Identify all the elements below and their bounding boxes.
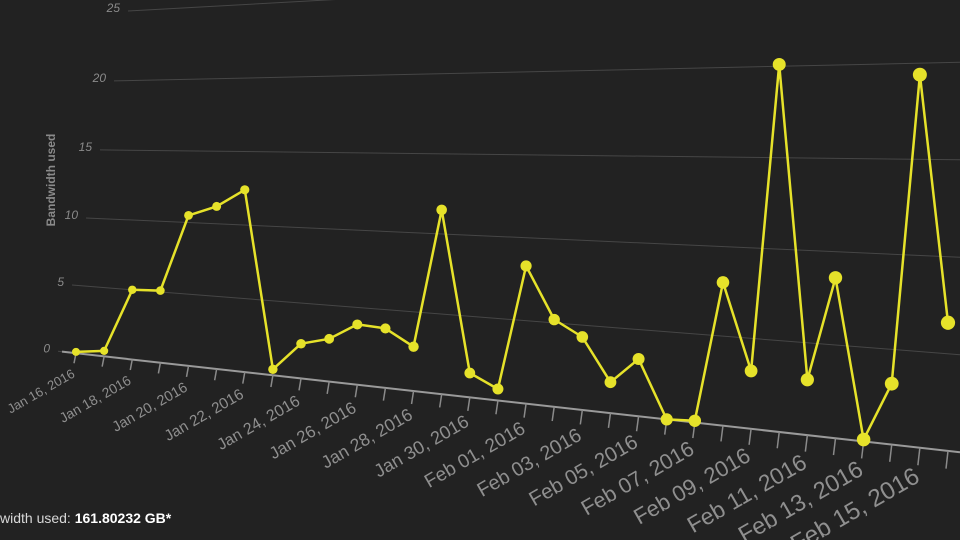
x-tick <box>157 362 162 374</box>
x-tick <box>467 397 471 411</box>
grid-line <box>113 61 960 82</box>
x-tick <box>410 390 415 405</box>
data-point <box>184 210 193 220</box>
data-point <box>884 376 899 391</box>
x-tick <box>888 444 893 462</box>
plot <box>72 57 956 447</box>
data-point <box>212 201 222 211</box>
data-point <box>296 338 306 349</box>
grid-line <box>127 0 336 12</box>
x-tick <box>270 375 274 388</box>
data-point <box>688 414 702 427</box>
x-tick <box>298 378 302 391</box>
data-point <box>324 333 335 344</box>
y-tick-label: 20 <box>92 71 107 85</box>
x-tick <box>720 425 724 442</box>
x-tick <box>523 403 527 418</box>
y-tick-label: 10 <box>65 208 79 222</box>
data-point <box>100 346 109 355</box>
x-tick <box>945 450 949 469</box>
data-point <box>408 341 419 352</box>
series-line <box>75 63 950 441</box>
x-tick <box>804 435 809 452</box>
x-tick <box>101 356 105 367</box>
data-point <box>744 364 758 378</box>
y-tick-label: 5 <box>57 275 64 289</box>
x-tick <box>354 384 359 398</box>
y-axis-label: Bandwidth used <box>44 134 58 227</box>
data-point <box>912 67 927 82</box>
grid-line <box>99 149 960 161</box>
x-tick <box>607 412 612 428</box>
x-tick <box>438 394 443 408</box>
x-tick <box>382 387 387 401</box>
data-point <box>492 383 504 395</box>
data-point <box>268 364 278 375</box>
data-point <box>156 286 165 295</box>
total-label: width used: <box>0 510 71 526</box>
y-tick-label: 25 <box>106 1 121 15</box>
grid-line <box>71 284 960 356</box>
axis-line <box>61 350 960 454</box>
data-point <box>72 347 80 356</box>
x-tick <box>185 365 190 377</box>
data-point <box>660 413 673 426</box>
data-point <box>716 276 730 289</box>
data-point <box>856 432 871 447</box>
data-point <box>464 367 476 379</box>
x-tick <box>832 438 837 456</box>
total: width used: 161.80232 GB* <box>0 510 171 526</box>
y-tick-label: 15 <box>79 140 93 154</box>
data-point <box>436 204 447 216</box>
x-tick <box>326 381 330 394</box>
data-point <box>772 57 786 71</box>
x-tick <box>242 372 246 384</box>
data-point <box>604 376 617 389</box>
data-point <box>576 331 589 343</box>
data-point <box>632 353 645 366</box>
x-tick <box>129 359 133 371</box>
data-point <box>800 373 814 387</box>
x-tick <box>213 368 218 381</box>
data-point <box>828 271 843 285</box>
x-tick <box>635 416 640 432</box>
x-tick <box>748 428 752 445</box>
y-tick-label: 0 <box>43 341 50 355</box>
data-point <box>380 323 391 334</box>
grid-line <box>85 217 960 258</box>
data-point <box>128 285 137 294</box>
data-point <box>240 185 250 195</box>
data-point <box>548 313 560 326</box>
data-point <box>940 315 956 330</box>
x-tick <box>776 431 780 449</box>
x-tick <box>917 447 921 466</box>
x-tick <box>495 400 499 415</box>
data-point <box>520 260 532 272</box>
data-point <box>352 319 363 330</box>
total-value: 161.80232 GB* <box>74 510 172 526</box>
x-tick <box>579 409 584 425</box>
x-tick <box>551 406 555 422</box>
